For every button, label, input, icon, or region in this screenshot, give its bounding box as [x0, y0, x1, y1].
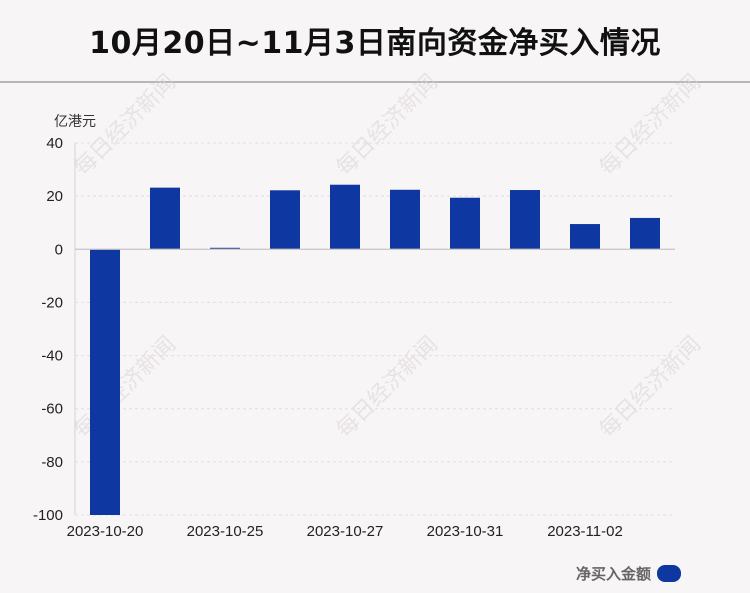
bar — [570, 224, 600, 250]
grid-lines — [75, 142, 675, 516]
y-tick-label: -40 — [41, 348, 63, 365]
axes — [74, 143, 675, 515]
bar — [150, 187, 180, 250]
bars — [90, 184, 660, 516]
y-tick-labels: 40 20 0 -20 -40 -60 -80 -100 — [33, 135, 63, 524]
y-tick-label: -60 — [41, 401, 63, 418]
watermark-text: 每日经济新闻 — [332, 70, 443, 181]
bar — [330, 184, 360, 250]
bar — [270, 190, 300, 250]
x-tick-label: 2023-10-25 — [187, 523, 264, 540]
x-tick-label: 2023-10-20 — [67, 523, 144, 540]
legend-label: 净买入金额 — [576, 565, 652, 583]
y-tick-label: 20 — [46, 188, 63, 205]
watermark-text: 每日经济新闻 — [595, 332, 706, 443]
bar — [510, 190, 540, 250]
bar — [210, 247, 240, 250]
y-axis-unit-label: 亿港元 — [54, 114, 96, 130]
watermark-text: 每日经济新闻 — [70, 332, 181, 443]
bar — [450, 197, 480, 250]
x-tick-labels: 2023-10-20 2023-10-25 2023-10-27 2023-10-31… — [67, 523, 623, 540]
chart-title: 10月20日~11月3日南向资金净买入情况 — [89, 26, 661, 61]
bar — [390, 189, 420, 250]
y-tick-label: -80 — [41, 454, 63, 471]
bar — [630, 217, 660, 250]
watermark-text: 每日经济新闻 — [70, 70, 181, 181]
watermark-text: 每日经济新闻 — [595, 70, 706, 181]
legend: 净买入金额 — [576, 563, 682, 584]
legend-swatch — [657, 565, 682, 582]
x-tick-label: 2023-11-02 — [547, 523, 623, 540]
watermark-text: 每日经济新闻 — [332, 332, 443, 443]
x-tick-label: 2023-10-31 — [427, 523, 504, 540]
y-tick-label: -20 — [41, 294, 63, 311]
y-tick-label: 0 — [55, 241, 63, 258]
y-tick-label: 40 — [46, 135, 63, 152]
y-tick-label: -100 — [33, 507, 63, 524]
x-tick-label: 2023-10-27 — [307, 523, 384, 540]
bar — [90, 249, 120, 516]
title-divider — [0, 81, 750, 83]
